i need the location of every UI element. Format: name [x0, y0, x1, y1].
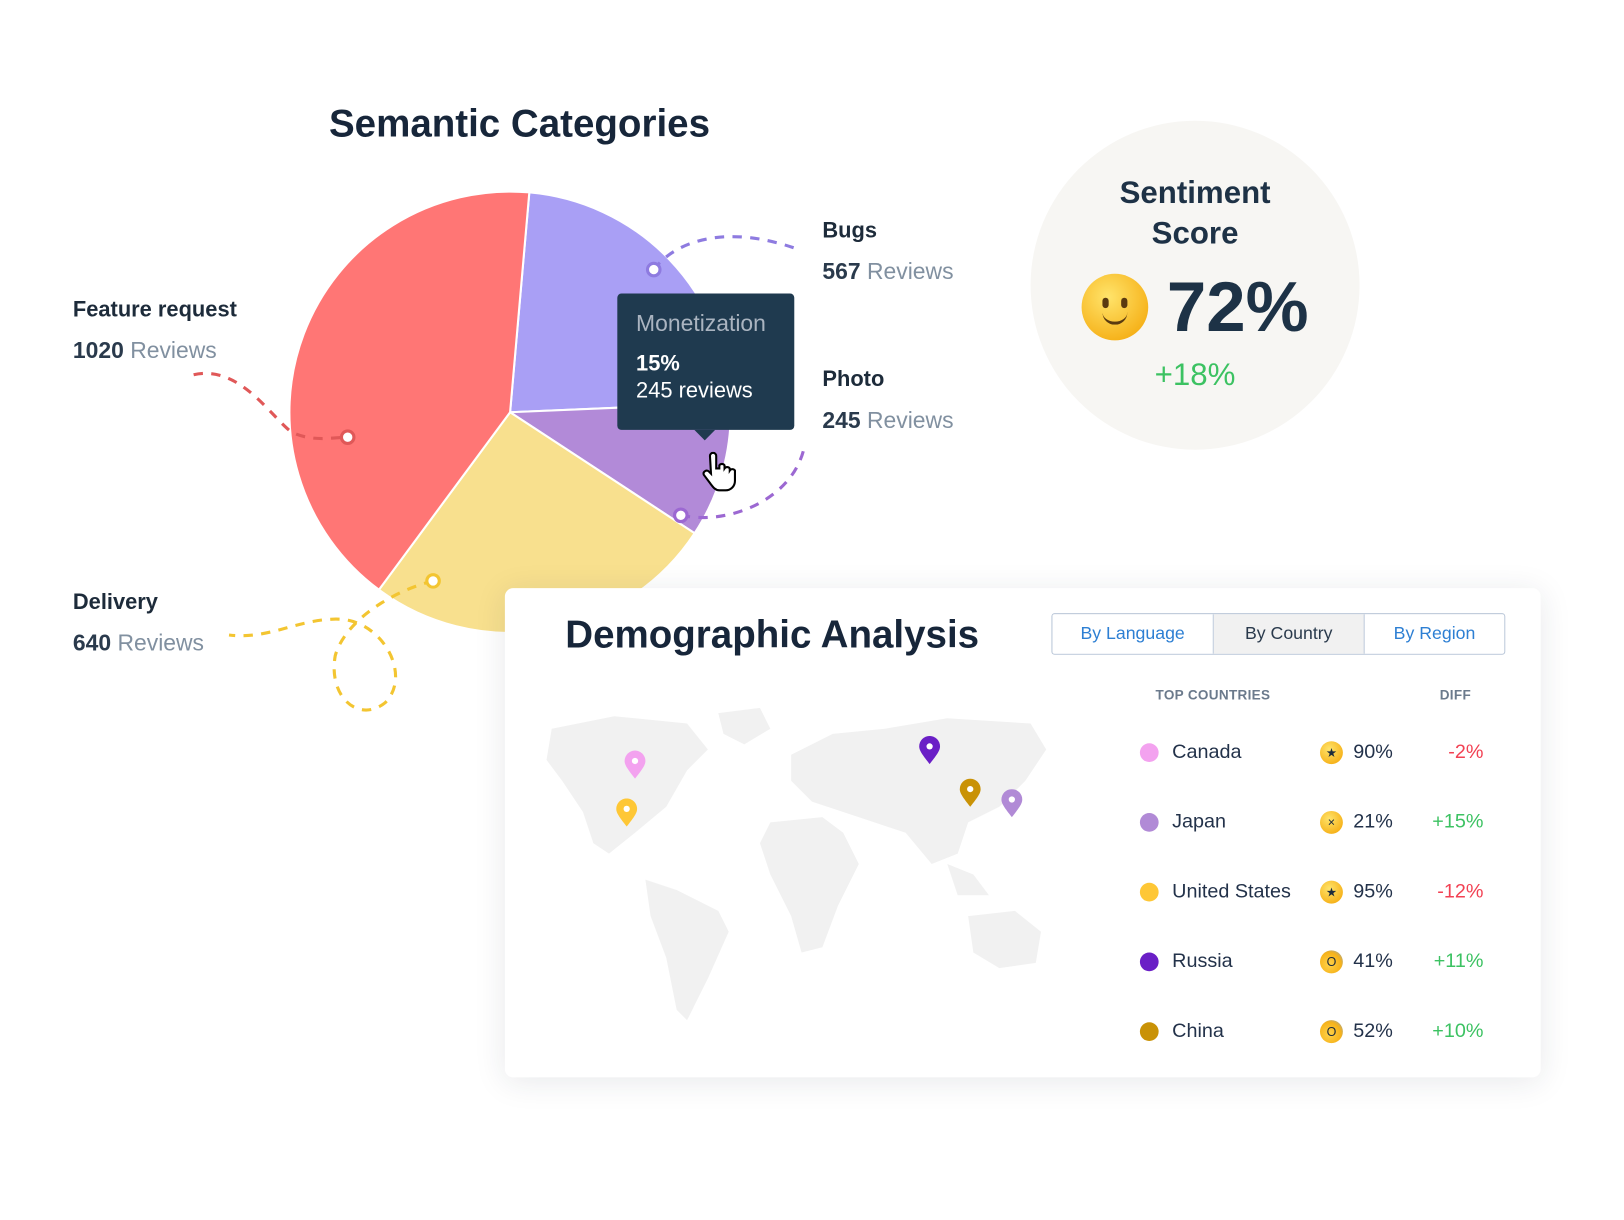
country-percent: 41% [1353, 950, 1393, 973]
connector-feature [193, 371, 348, 441]
pie-slice-feature-request[interactable] [288, 190, 531, 592]
country-diff: +11% [1433, 950, 1484, 973]
sentiment-diff: +18% [1154, 358, 1236, 393]
country-name: Japan [1172, 810, 1227, 833]
color-dot [1139, 813, 1159, 832]
color-dot [1139, 882, 1159, 902]
tab-by-country[interactable]: By Country [1213, 614, 1365, 654]
connector-delivery [228, 579, 434, 712]
color-dot [1139, 952, 1159, 972]
color-dot [1139, 743, 1159, 763]
country-row[interactable]: Japan × 21% +15% [1139, 807, 1484, 838]
country-row[interactable]: China O 52% +10% [1139, 1016, 1484, 1047]
country-percent: 95% [1353, 880, 1393, 903]
star-struck-icon: ★ [1319, 741, 1343, 765]
connector-bugs [652, 235, 801, 271]
country-name: United States [1172, 880, 1291, 903]
country-diff: -12% [1437, 880, 1484, 903]
country-row[interactable]: United States ★ 95% -12% [1139, 877, 1484, 908]
star-struck-icon: ★ [1319, 880, 1343, 904]
hand-cursor-icon [702, 451, 736, 492]
connector-photo [680, 449, 806, 520]
col-top-countries: TOP COUNTRIES [1155, 687, 1271, 703]
demographic-card: Demographic Analysis By Language By Coun… [504, 588, 1541, 1078]
demographic-title: Demographic Analysis [565, 613, 980, 656]
map-pin-icon[interactable] [615, 798, 638, 832]
country-percent: 90% [1353, 741, 1393, 764]
map-pin-icon[interactable] [624, 750, 647, 785]
tab-by-region[interactable]: By Region [1364, 614, 1505, 654]
country-name: Russia [1172, 950, 1233, 973]
world-map [546, 707, 1047, 1021]
semantic-title: Semantic Categories [328, 102, 710, 145]
country-diff: -2% [1448, 741, 1484, 764]
sentiment-score: Sentiment Score 72% +18% [1030, 120, 1360, 450]
sentiment-value: 72% [1166, 267, 1309, 347]
view-tabs: By Language By Country By Region [1051, 613, 1506, 655]
screaming-face-icon: O [1319, 950, 1343, 974]
label-feature-request: Feature request 1020 Reviews [72, 297, 237, 364]
map-pin-icon[interactable] [1000, 789, 1023, 823]
country-diff: +10% [1432, 1020, 1484, 1043]
country-name: Canada [1172, 741, 1242, 764]
label-bugs: Bugs 567 Reviews [822, 218, 954, 285]
dizzy-face-icon: × [1319, 810, 1343, 834]
country-percent: 52% [1353, 1020, 1393, 1043]
country-percent: 21% [1353, 810, 1393, 833]
country-row[interactable]: Canada ★ 90% -2% [1139, 737, 1484, 768]
color-dot [1139, 1022, 1159, 1041]
label-delivery: Delivery 640 Reviews [72, 590, 205, 656]
smiley-face-icon [1081, 273, 1149, 341]
screaming-face-icon: O [1319, 1020, 1343, 1044]
map-pin-icon[interactable] [959, 778, 982, 813]
tab-by-language[interactable]: By Language [1052, 614, 1214, 654]
map-pin-icon[interactable] [918, 735, 941, 770]
col-diff: DIFF [1439, 687, 1472, 703]
country-name: China [1172, 1020, 1224, 1043]
country-diff: +15% [1432, 810, 1484, 833]
tooltip: Monetization 15% 245 reviews [617, 293, 795, 441]
country-row[interactable]: Russia O 41% +11% [1139, 946, 1484, 977]
label-photo: Photo 245 Reviews [822, 367, 954, 434]
